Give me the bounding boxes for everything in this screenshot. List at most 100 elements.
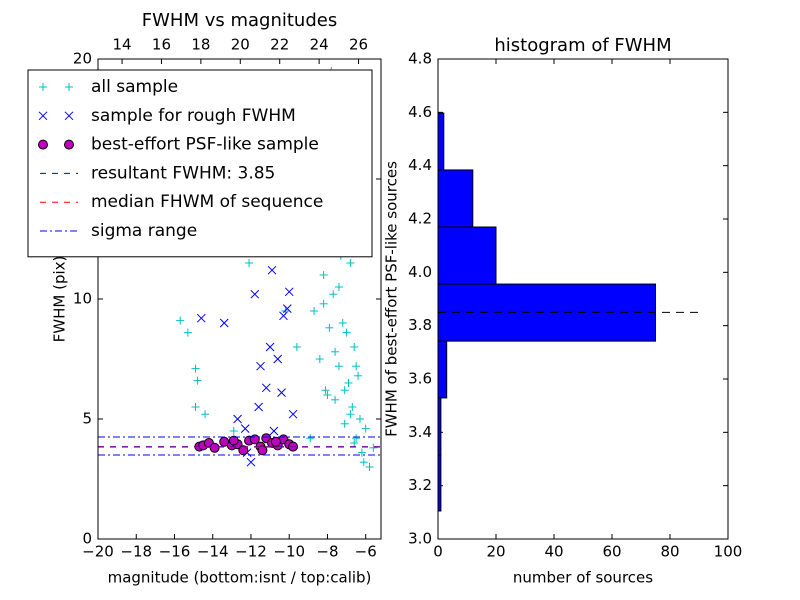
- y-tick-label: 4.0: [408, 263, 432, 281]
- marker-circle: [228, 435, 239, 446]
- x-axis-label: number of sources: [513, 569, 653, 587]
- marker-stroke: [219, 318, 229, 328]
- y-axis-label: FWHM of best-effort PSF-like sources: [383, 161, 401, 437]
- marker-stroke: [233, 414, 242, 424]
- marker-plus: [338, 319, 347, 327]
- marker-plus: [334, 283, 343, 291]
- histogram-bar: [437, 112, 445, 171]
- y-tick-label: 4.4: [408, 156, 432, 174]
- marker-stroke: [284, 287, 294, 297]
- marker-plus: [319, 271, 328, 279]
- marker-plus: [346, 410, 355, 419]
- marker-plus: [321, 386, 330, 395]
- marker-plus: [340, 419, 349, 428]
- marker-stroke: [288, 409, 298, 419]
- marker-stroke: [38, 111, 48, 121]
- x-tick-label: −10: [273, 543, 305, 561]
- legend-label: median FHWM of sequence: [91, 192, 323, 212]
- marker-stroke: [254, 402, 263, 412]
- x-tick-label: −8: [316, 543, 338, 561]
- marker-plus: [355, 415, 364, 423]
- y-tick-label: 20: [73, 50, 92, 68]
- marker-stroke: [196, 313, 206, 323]
- marker-plus: [344, 379, 353, 387]
- y-tick-label: 3.4: [408, 423, 432, 441]
- marker-circle: [38, 139, 48, 150]
- marker-stroke: [64, 111, 74, 121]
- marker-plus: [306, 434, 315, 443]
- x-tick-label: 20: [486, 543, 505, 561]
- legend: all sample sample for rough FWHM best-effo…: [27, 69, 373, 258]
- marker-x: [240, 424, 250, 433]
- marker-plus: [310, 307, 319, 315]
- y-tick-label: 3.0: [408, 530, 432, 548]
- marker-x: [282, 304, 292, 313]
- x2-tick-label: 18: [191, 36, 210, 54]
- marker-plus: [331, 347, 340, 356]
- x-tick-label: 40: [544, 543, 563, 561]
- marker-circle: [270, 436, 281, 447]
- histogram-bar: [437, 340, 448, 399]
- marker-plus: [329, 290, 338, 299]
- x-tick-label: 60: [602, 543, 621, 561]
- marker-plus: [340, 386, 349, 395]
- x2-tick-label: 14: [112, 36, 131, 54]
- marker-x: [64, 111, 74, 121]
- x-tick-label: −16: [159, 543, 191, 561]
- marker-plus: [229, 427, 238, 435]
- marker-stroke: [282, 304, 292, 313]
- marker-plus: [325, 323, 334, 332]
- axes-frame: [437, 58, 729, 540]
- x2-tick-label: 20: [231, 36, 250, 54]
- marker-x: [269, 426, 279, 436]
- x-tick-label: −18: [120, 543, 152, 561]
- x2-tick-label: 16: [152, 36, 171, 54]
- x2-tick-label: 22: [270, 36, 289, 54]
- marker-x: [284, 287, 294, 297]
- x-axis-label: magnitude (bottom:isnt / top:calib): [108, 569, 372, 587]
- marker-x: [279, 311, 288, 321]
- x-tick-label: −12: [235, 543, 267, 561]
- legend-box: [27, 69, 373, 258]
- y-tick-label: 4.6: [408, 103, 432, 121]
- legend-label: resultant FWHM: 3.85: [91, 163, 275, 183]
- marker-stroke: [269, 426, 279, 436]
- legend-label: sample for rough FWHM: [91, 106, 296, 126]
- marker-plus: [348, 403, 357, 411]
- marker-x: [219, 318, 229, 328]
- legend-label: best-effort PSF-like sample: [91, 135, 319, 155]
- marker-circle: [64, 139, 74, 150]
- marker-plus: [354, 371, 363, 380]
- marker-stroke: [265, 342, 275, 352]
- marker-x: [267, 265, 277, 275]
- y-tick-label: 3.8: [408, 316, 432, 334]
- marker-x: [233, 414, 242, 424]
- y-tick-label: 4.8: [408, 50, 432, 68]
- marker-plus: [369, 443, 378, 452]
- marker-circle: [257, 445, 268, 456]
- axes-frame: [97, 58, 382, 540]
- x-tick-label: 0: [433, 543, 443, 561]
- legend-label: sigma range: [91, 221, 197, 241]
- marker-plus: [361, 424, 370, 433]
- marker-plus: [176, 316, 185, 325]
- y-tick-label: 0: [82, 530, 92, 548]
- marker-x: [273, 354, 283, 364]
- marker-plus: [365, 463, 374, 471]
- marker-plus: [191, 403, 200, 411]
- chart-title: FWHM vs magnitudes: [142, 10, 337, 31]
- x-tick-label: 100: [714, 543, 743, 561]
- marker-stroke: [240, 424, 250, 433]
- marker-x: [261, 383, 271, 393]
- marker-plus: [245, 259, 254, 267]
- y-tick-label: 5: [82, 410, 92, 428]
- marker-plus: [39, 83, 47, 91]
- marker-plus: [193, 376, 202, 385]
- marker-plus: [315, 355, 324, 363]
- marker-stroke: [256, 361, 265, 371]
- marker-x: [38, 111, 48, 121]
- marker-stroke: [277, 388, 286, 397]
- histogram-bar: [437, 169, 474, 228]
- legend-label: all sample: [91, 77, 178, 97]
